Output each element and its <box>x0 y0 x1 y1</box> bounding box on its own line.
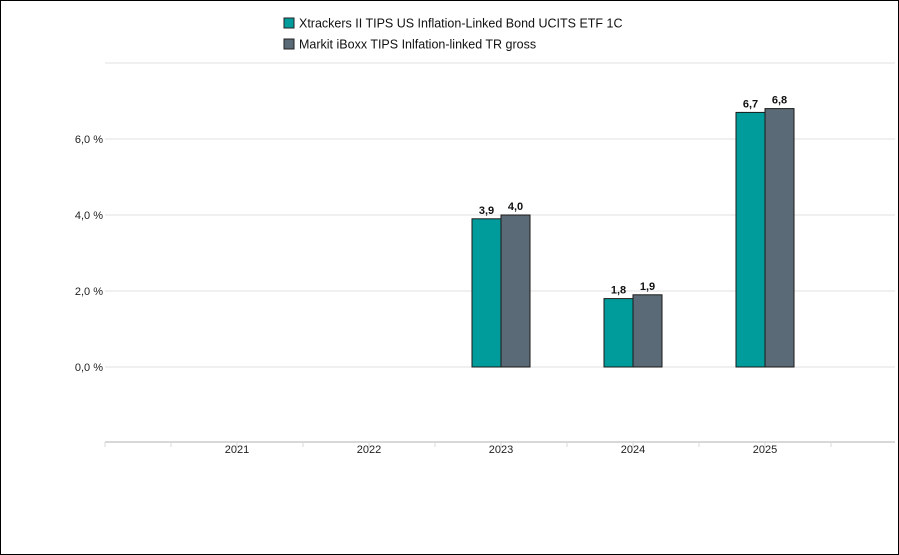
value-label-2024-series-2: 1,9 <box>640 281 655 293</box>
x-tick-label-2025: 2025 <box>753 444 777 456</box>
y-tick-label-2: 4,0 % <box>75 210 103 222</box>
y-axis-ticks: 0,0 % 2,0 % 4,0 % 6,0 % <box>75 134 103 374</box>
x-axis: 2021 2022 2023 2024 2025 <box>104 441 895 456</box>
x-tick-label-2024: 2024 <box>621 444 645 456</box>
bar-2023-series-1 <box>471 218 502 368</box>
legend-swatch-1 <box>283 17 295 29</box>
bar-2025-series-2 <box>764 108 795 368</box>
bars <box>471 108 795 368</box>
value-label-2024-series-1: 1,8 <box>611 285 626 297</box>
value-label-2025-series-2: 6,8 <box>772 95 787 107</box>
y-tick-label-0: 0,0 % <box>75 362 103 374</box>
legend-label-2: Markit iBoxx TIPS Inlfation-linked TR gr… <box>299 38 536 52</box>
bar-2024-series-2 <box>632 294 663 368</box>
x-tick-label-2021: 2021 <box>225 444 249 456</box>
x-tick-label-2022: 2022 <box>357 444 381 456</box>
y-tick-label-3: 6,0 % <box>75 134 103 146</box>
value-label-2023-series-2: 4,0 <box>508 201 523 213</box>
value-labels: 3,9 4,0 1,8 1,9 6,7 6,8 <box>479 95 787 297</box>
bar-2024-series-1 <box>603 298 634 368</box>
legend: Xtrackers II TIPS US Inflation-Linked Bo… <box>283 17 623 52</box>
value-label-2025-series-1: 6,7 <box>743 98 758 110</box>
legend-swatch-2 <box>283 38 295 50</box>
y-tick-label-1: 2,0 % <box>75 286 103 298</box>
x-tick-label-2023: 2023 <box>489 444 513 456</box>
value-label-2023-series-1: 3,9 <box>479 205 494 217</box>
legend-label-1: Xtrackers II TIPS US Inflation-Linked Bo… <box>299 17 623 31</box>
bar-2025-series-1 <box>735 111 766 368</box>
bar-2023-series-2 <box>500 214 531 368</box>
